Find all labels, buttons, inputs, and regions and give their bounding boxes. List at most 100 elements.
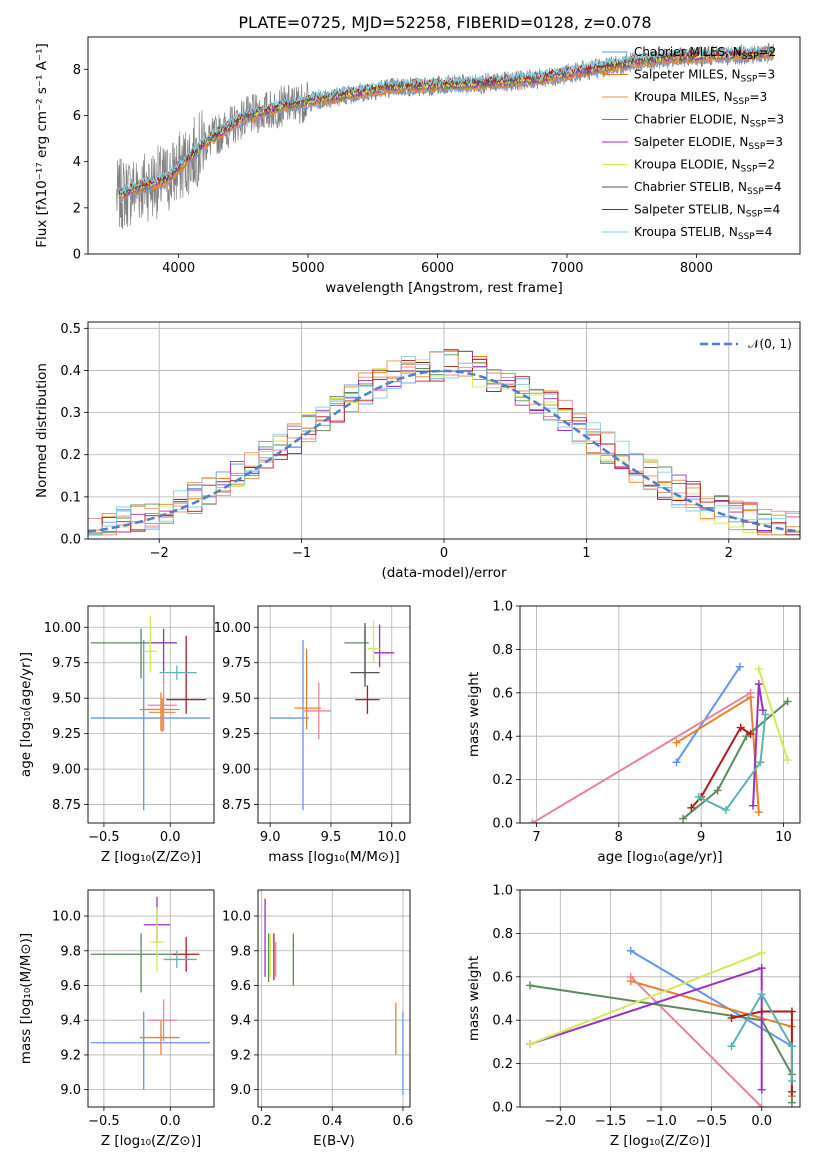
weight-point (694, 792, 703, 801)
axes-frame (257, 605, 411, 824)
weight-line (531, 691, 752, 823)
x-tick-label: 4000 (162, 261, 195, 276)
x-tick-label: 0 (440, 546, 448, 561)
weight-point (761, 710, 770, 719)
y-tick-label: 8.75 (222, 798, 251, 813)
weight-point (626, 946, 635, 955)
x-tick-label: 9.5 (321, 830, 342, 845)
y-tick-label: 9.4 (60, 1014, 81, 1029)
legend-label: Kroupa STELIB, NSSP=4 (634, 225, 772, 242)
x-tick-label: 0.0 (160, 830, 181, 845)
legend-label: Chabrier STELIB, NSSP=4 (634, 180, 782, 197)
weight-point (758, 706, 767, 715)
y-tick-label: 0.4 (60, 364, 81, 379)
x-tick-label: 0.0 (160, 1114, 181, 1129)
x-tick-label: 0.2 (251, 1114, 272, 1129)
residual-histogram (88, 350, 800, 535)
weight-point (787, 1098, 796, 1107)
weight-point (721, 805, 730, 814)
y-tick-label: 10.00 (44, 621, 81, 636)
y-tick-label: 0.0 (60, 533, 81, 548)
x-tick-label: 2 (725, 546, 733, 561)
mass-weight-vs-age-panel: 7 8 9 10 0.0 0.2 0.4 0.6 0.8 1.0 age [log₁₀(age/yr… (466, 600, 801, 865)
axes-frame (87, 605, 215, 824)
weight-point (672, 758, 681, 767)
weight-point (727, 1014, 736, 1023)
y-tick-label: 0.2 (492, 1057, 513, 1072)
legend-label: Chabrier ELODIE, NSSP=3 (634, 113, 784, 130)
legend-label: Kroupa MILES, NSSP=3 (634, 90, 767, 107)
legend-label: 𝒩(0, 1) (748, 337, 792, 351)
y-tick-label: 9.6 (230, 979, 251, 994)
weight-point (749, 801, 758, 810)
y-tick-label: 1.0 (492, 884, 513, 899)
x-tick-label: 0.0 (751, 1114, 772, 1129)
y-tick-label: 0.4 (492, 1014, 513, 1029)
legend-label: Salpeter STELIB, NSSP=4 (634, 203, 780, 220)
plot-area (116, 43, 775, 230)
y-tick-label: 0.8 (492, 643, 513, 658)
weight-point (528, 819, 537, 823)
model-spectrum (118, 44, 775, 195)
age-vs-Z-panel: −0.5 0.0 8.75 9.00 9.25 9.50 9.75 10.00 Z [log₁₀… (18, 605, 215, 865)
y-tick-label: 9.8 (60, 944, 81, 959)
y-tick-label: 9.25 (52, 727, 81, 742)
x-tick-label: 8000 (680, 261, 713, 276)
y-tick-label: 4 (73, 155, 81, 170)
weight-line (698, 714, 767, 812)
x-axis-label: mass [log₁₀(M/M⊙)] (268, 849, 399, 865)
y-tick-label: 10.0 (222, 910, 251, 925)
spectrum-panel: 4000 5000 6000 7000 8000 0 2 4 6 8 wavelength [Ang… (34, 36, 801, 296)
axes-frame (257, 889, 411, 1108)
y-tick-label: 9.0 (60, 1083, 81, 1098)
x-tick-label: 1 (582, 546, 590, 561)
weight-point (757, 1085, 766, 1094)
y-tick-label: 9.0 (230, 1083, 251, 1098)
y-tick-label: 0.8 (492, 927, 513, 942)
weight-point (736, 723, 745, 732)
weight-point (626, 972, 635, 981)
plot-area (264, 898, 404, 1095)
weight-point (713, 786, 722, 795)
x-tick-label: 7000 (550, 261, 583, 276)
weight-line (630, 976, 763, 1107)
y-tick-label: 0.2 (60, 448, 81, 463)
x-axis-label: Z [log₁₀(Z/Z⊙)] (610, 1133, 710, 1149)
x-axis-label: wavelength [Angstrom, rest frame] (325, 280, 563, 296)
plot-area (88, 349, 800, 536)
x-tick-label: 10 (775, 830, 792, 845)
y-tick-label: 2 (73, 201, 81, 216)
axes-frame (87, 889, 215, 1108)
y-tick-label: 0.5 (60, 322, 81, 337)
x-tick-label: 6000 (421, 261, 454, 276)
x-tick-label: 10.0 (377, 830, 406, 845)
y-axis-label: mass [log₁₀(M/M⊙)] (18, 933, 34, 1064)
weight-point (757, 948, 766, 957)
x-axis-label: age [log₁₀(age/yr)] (597, 849, 722, 865)
y-tick-label: 9.50 (52, 692, 81, 707)
y-tick-label: 9.2 (230, 1048, 251, 1063)
x-tick-label: −0.5 (696, 1114, 728, 1129)
weight-point (754, 680, 763, 689)
y-tick-label: 9.50 (222, 692, 251, 707)
plot-area (526, 946, 796, 1107)
mass-vs-EBV-panel: 0.2 0.4 0.6 9.0 9.2 9.4 9.6 9.8 10.0 E(B-V) (222, 889, 413, 1149)
weight-point (727, 1042, 736, 1051)
x-axis-label: (data-model)/error (381, 565, 507, 581)
weight-point (735, 662, 744, 671)
y-tick-label: 10.0 (52, 910, 81, 925)
y-axis-label: mass weight (466, 956, 482, 1041)
y-tick-label: 9.25 (222, 727, 251, 742)
weight-point (687, 803, 696, 812)
y-tick-label: 0.6 (492, 970, 513, 985)
y-tick-label: 9.2 (60, 1048, 81, 1063)
x-tick-label: 7 (532, 830, 540, 845)
weight-point (742, 732, 751, 741)
x-tick-label: −1 (292, 546, 311, 561)
axes-frame (519, 605, 801, 824)
y-tick-label: 9.8 (230, 944, 251, 959)
axes-frame (87, 321, 801, 540)
y-tick-label: 0.3 (60, 406, 81, 421)
weight-line (757, 668, 789, 761)
weight-point (757, 1007, 766, 1016)
